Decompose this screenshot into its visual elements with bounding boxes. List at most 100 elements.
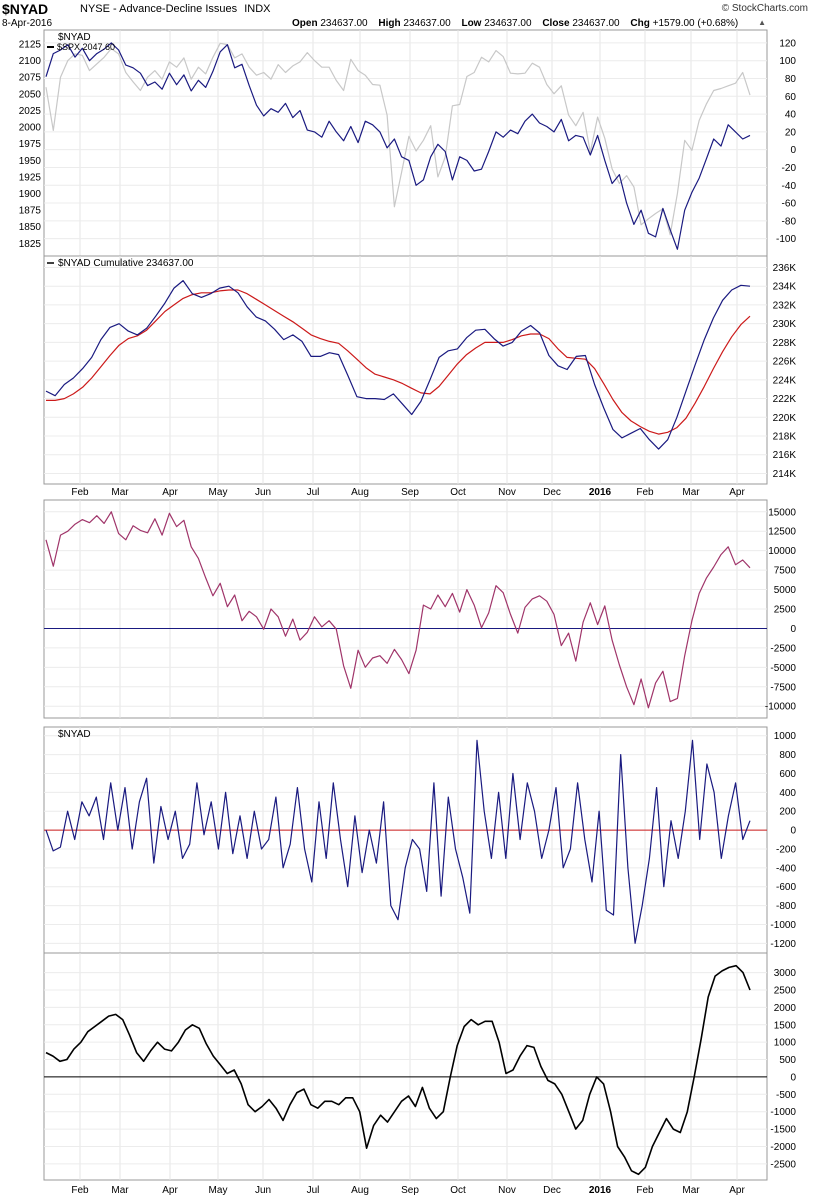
brand-label: © StockCharts.com [721, 3, 808, 14]
instrument-name-text: NYSE - Advance-Decline Issues [80, 3, 238, 15]
chart-header: $NYAD NYSE - Advance-Decline Issues INDX… [0, 0, 820, 34]
right-tick-label: 1000 [774, 1038, 797, 1049]
x-tick-label: Jun [255, 487, 271, 498]
open-value: 234637.00 [320, 18, 368, 29]
open-label: Open [292, 18, 318, 29]
x-tick-label: Mar [111, 487, 129, 498]
series-line--nyad [45, 42, 751, 250]
instrument-name: NYSE - Advance-Decline Issues INDX [80, 3, 270, 15]
left-tick-label: 1900 [19, 189, 42, 200]
symbol-title: $NYAD [2, 1, 49, 17]
left-tick-label: 1875 [19, 206, 42, 217]
x-tick-label: Jul [307, 1185, 320, 1196]
left-tick-label: 2025 [19, 106, 42, 117]
right-tick-label: 100 [779, 56, 796, 67]
right-tick-label: 12500 [768, 527, 796, 538]
x-tick-label: Jul [307, 487, 320, 498]
ohlc-readout: Open 234637.00 High 234637.00 Low 234637… [292, 18, 738, 29]
right-tick-label: 232K [773, 300, 797, 311]
exchange-label: INDX [244, 3, 271, 15]
x-tick-label: Jun [255, 1185, 271, 1196]
right-tick-label: -400 [776, 863, 796, 874]
right-tick-label: 234K [773, 282, 797, 293]
series-line-summation [45, 964, 751, 1176]
series-line-oscillator [45, 511, 751, 709]
right-tick-label: 1500 [774, 1020, 797, 1031]
right-tick-label: -1200 [770, 939, 796, 950]
right-tick-label: -1500 [770, 1125, 796, 1136]
right-tick-label: 60 [785, 92, 797, 103]
x-tick-label: Apr [162, 487, 178, 498]
x-tick-label: Feb [71, 1185, 89, 1196]
right-tick-label: -10000 [765, 702, 797, 713]
x-tick-label: May [209, 487, 228, 498]
right-tick-label: 10000 [768, 546, 796, 557]
right-tick-label: 3000 [774, 968, 797, 979]
left-tick-label: 2075 [19, 73, 42, 84]
x-tick-label: 2016 [589, 1185, 612, 1196]
x-tick-label: Apr [162, 1185, 178, 1196]
right-tick-label: 200 [779, 807, 796, 818]
left-tick-label: 1825 [19, 239, 42, 250]
x-tick-label: Feb [636, 487, 654, 498]
close-value: 234637.00 [572, 18, 620, 29]
right-tick-label: 214K [773, 469, 797, 480]
x-tick-label: Oct [450, 1185, 466, 1196]
legend-label: $NYAD [58, 729, 91, 740]
right-tick-label: -2500 [770, 1159, 796, 1170]
x-tick-label: Apr [729, 1185, 745, 1196]
right-tick-label: -1000 [770, 1107, 796, 1118]
chg-value: +1579.00 (+0.68%) [652, 18, 739, 29]
panel-2-frame [43, 255, 768, 485]
low-value: 234637.00 [484, 18, 532, 29]
x-tick-label: Sep [401, 1185, 419, 1196]
x-tick-label: 2016 [589, 487, 612, 498]
legend-label: $NYAD [58, 32, 91, 43]
right-tick-label: 2000 [774, 1003, 797, 1014]
right-tick-label: -5000 [770, 663, 796, 674]
x-tick-label: Aug [351, 487, 369, 498]
x-tick-label: May [209, 1185, 228, 1196]
left-tick-label: 1850 [19, 222, 42, 233]
right-tick-label: 236K [773, 263, 797, 274]
right-tick-label: -600 [776, 882, 796, 893]
series-line--spx [45, 42, 751, 236]
series-line--nyad-daily [45, 739, 751, 944]
right-tick-label: 40 [785, 110, 797, 121]
right-tick-label: 0 [790, 145, 796, 156]
right-tick-label: 400 [779, 788, 796, 799]
high-value: 234637.00 [403, 18, 451, 29]
left-tick-label: 2100 [19, 56, 42, 67]
right-tick-label: 0 [790, 826, 796, 837]
right-tick-label: 2500 [774, 605, 797, 616]
series-line-moving-average [46, 289, 751, 435]
right-tick-label: 2500 [774, 986, 797, 997]
right-tick-label: 0 [790, 1072, 796, 1083]
legend-label: $NYAD Cumulative 234637.00 [58, 258, 194, 269]
left-tick-label: 2050 [19, 89, 42, 100]
right-tick-label: 218K [773, 432, 797, 443]
high-label: High [378, 18, 401, 29]
chart-date: 8-Apr-2016 [2, 18, 53, 29]
right-tick-label: 1000 [774, 731, 797, 742]
left-tick-label: 2125 [19, 39, 42, 50]
right-tick-label: 5000 [774, 585, 797, 596]
left-tick-label: 1925 [19, 172, 42, 183]
panel-5-frame [43, 952, 768, 1181]
chg-label: Chg [630, 18, 650, 29]
collapse-triangle-icon[interactable]: ▲ [758, 18, 766, 27]
x-tick-label: Oct [450, 487, 466, 498]
right-tick-label: 0 [790, 624, 796, 635]
x-tick-label: Feb [636, 1185, 654, 1196]
right-tick-label: 80 [785, 74, 797, 85]
right-tick-label: 224K [773, 375, 797, 386]
right-tick-label: 20 [785, 127, 797, 138]
series-line--nyad-cumulative [45, 280, 751, 450]
right-tick-label: -80 [782, 216, 797, 227]
right-tick-label: -20 [782, 163, 797, 174]
right-tick-label: 15000 [768, 507, 796, 518]
x-tick-label: Aug [351, 1185, 369, 1196]
x-tick-label: Dec [543, 1185, 561, 1196]
right-tick-label: -7500 [770, 682, 796, 693]
right-tick-label: 230K [773, 319, 797, 330]
